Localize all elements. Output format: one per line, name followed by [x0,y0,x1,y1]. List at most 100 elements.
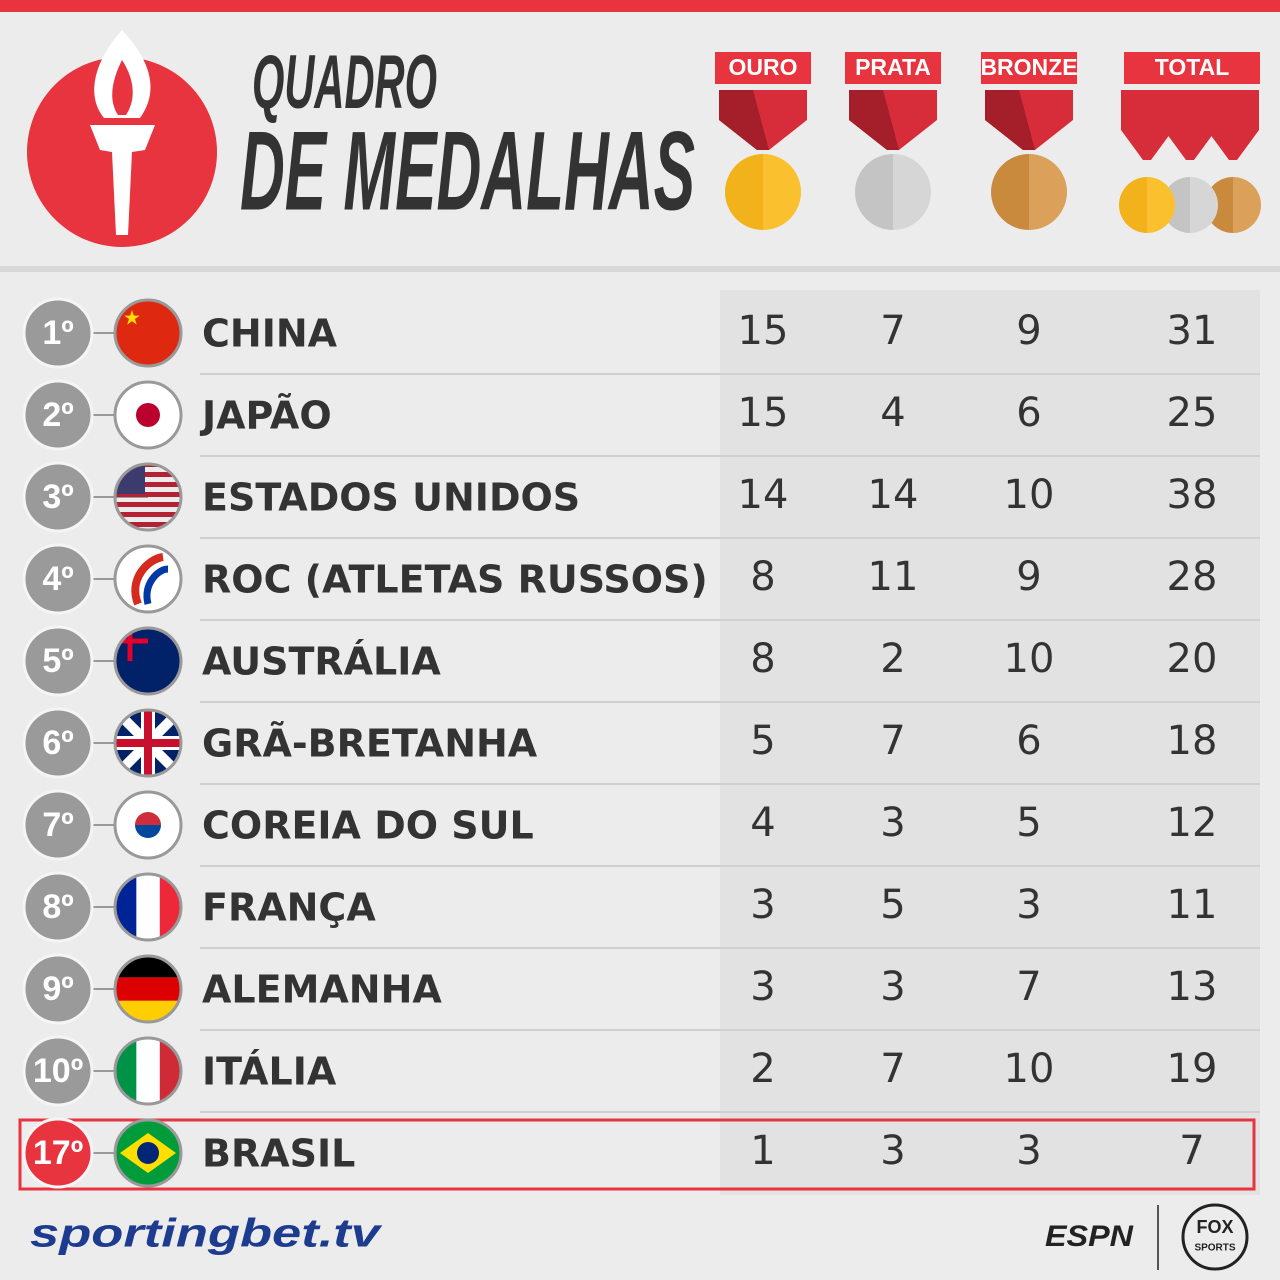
flag-ring [113,708,183,778]
medal-count: 3 [880,964,905,1010]
ribbon-fold [985,90,1035,150]
country-name: JAPÃO [199,394,332,438]
flag-stripe [116,502,180,507]
medal-count: 8 [750,636,775,682]
medal [1119,177,1175,233]
medal-count: 14 [738,472,789,518]
rank: 4º [42,560,73,598]
flag-ring [113,626,183,696]
column-label: OURO [729,54,798,80]
country-name: FRANÇA [202,886,376,930]
flag-globe [137,1142,159,1164]
column-label: BRONZE [980,54,1077,80]
flag-stripe [116,472,180,477]
flag [116,383,180,447]
rank: 6º [42,724,73,762]
table-row: 8º FRANÇA 3 5 3 11 [22,871,1260,949]
sponsor-logo: sportingbet.tv [30,1212,384,1256]
country-name: BRASIL [202,1132,355,1176]
rank-badge [22,871,94,943]
ribbon [1207,90,1259,160]
medal-count: 20 [1167,636,1218,682]
medal-count: 3 [1016,882,1041,928]
table-row: 3º ESTADOS UNIDOS 14 14 10 38 [22,461,1260,539]
medal-count: 15 [738,308,789,354]
medal-count: 7 [1179,1128,1204,1174]
flag-stripe [116,482,180,487]
fox-logo-sub: SPORTS [1194,1243,1235,1254]
flag [116,1039,180,1103]
flag-band [116,1039,137,1103]
table-row: 1º ★ CHINA 15 7 9 31 [22,297,1260,375]
medal-count: 6 [1016,718,1041,764]
header-label-bg [715,52,811,84]
flag-band [116,1000,180,1021]
medal-count: 11 [868,554,919,600]
ribbon-fold [719,90,769,150]
rank-badge [22,297,94,369]
flag-taeguk [135,812,161,825]
flag-star: ★ [123,307,141,329]
medal-count: 2 [750,1046,775,1092]
medal-count: 13 [1167,964,1218,1010]
flag [116,957,180,1021]
flag-band [159,1039,180,1103]
flag-stripe [116,492,180,497]
medal-count: 10 [1004,636,1055,682]
country-name: ROC (ATLETAS RUSSOS) [202,558,708,602]
medal-count: 7 [880,718,905,764]
flag-cross [116,711,180,775]
column-header: OURO [715,52,811,230]
rank: 3º [42,478,73,516]
flag [116,1121,180,1185]
highlight-row [18,1118,1256,1191]
table-row: 4º ROC (ATLETAS RUSSOS) 8 11 9 28 [22,543,1260,621]
rank: 17º [33,1134,83,1172]
flag-band [116,875,137,939]
header-label-bg [845,52,941,84]
medal-count: 2 [880,636,905,682]
flag [116,793,180,857]
medal [725,154,801,230]
ribbon [1121,90,1173,160]
flag [116,465,180,527]
flag-ring [113,462,183,532]
ribbon-fold [849,90,899,150]
flag-ring [113,872,183,942]
flag-band [136,1039,160,1103]
medal-count: 10 [1004,1046,1055,1092]
rank-badge [22,953,94,1025]
medal-count: 15 [738,390,789,436]
flag-ring [113,544,183,614]
column-header: PRATA [845,52,941,230]
medal-count: 11 [1167,882,1218,928]
header-divider [0,266,1280,272]
table-row: 17º BRASIL 1 3 3 7 [22,1117,1205,1189]
country-name: AUSTRÁLIA [202,640,441,684]
country-name: ITÁLIA [202,1050,337,1094]
rank-badge [22,1035,94,1107]
flag-ring [113,1118,183,1188]
rank-badge [22,461,94,533]
medal-count: 3 [1016,1128,1041,1174]
flag: ★ [116,301,180,365]
flag-ring [113,1036,183,1106]
medal-count: 5 [880,882,905,928]
flag-stripe [116,512,180,517]
table-row: 7º COREIA DO SUL 4 3 5 12 [22,789,1260,867]
medal-count: 3 [880,1128,905,1174]
table-row: 2º JAPÃO 15 4 6 25 [22,379,1260,457]
medal-count: 3 [750,964,775,1010]
flag-taeguk [135,825,161,838]
country-name: GRÃ-BRETANHA [202,722,538,766]
rank: 2º [42,396,73,434]
rank: 7º [42,806,73,844]
flag-disc [136,403,160,427]
medal-count: 18 [1167,718,1218,764]
rank-badge [22,625,94,697]
medal-count: 6 [1016,390,1041,436]
medal-count: 9 [1016,554,1041,600]
torch-logo [27,30,217,247]
